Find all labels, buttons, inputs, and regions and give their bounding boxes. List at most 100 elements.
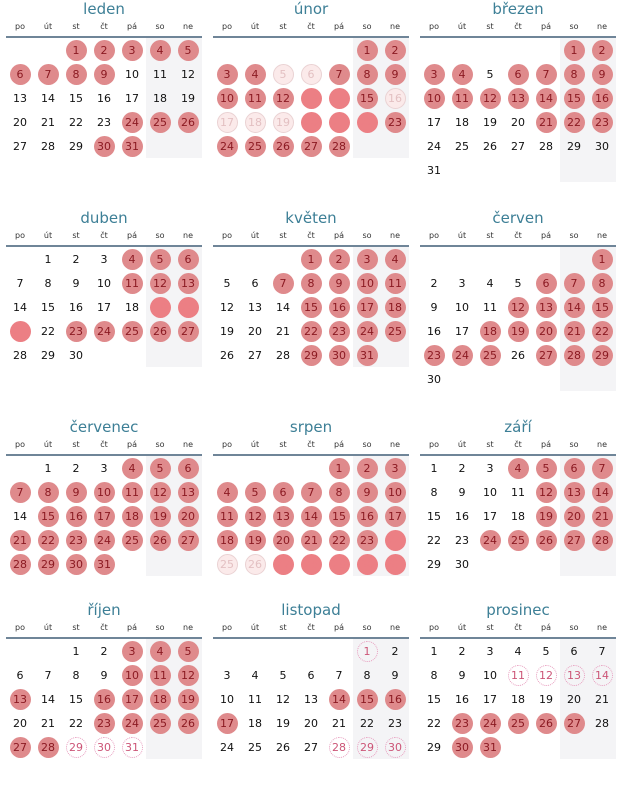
day-cell[interactable]: 20 <box>6 711 34 735</box>
day-cell[interactable]: 9 <box>90 62 118 86</box>
day-cell[interactable]: 1 <box>420 639 448 663</box>
day-cell[interactable]: 20 <box>560 504 588 528</box>
day-cell[interactable]: 16 <box>62 504 90 528</box>
day-cell[interactable]: 24 <box>420 134 448 158</box>
day-cell[interactable]: 17 <box>213 711 241 735</box>
day-cell[interactable]: 29 <box>353 735 381 759</box>
day-cell[interactable]: 23 <box>381 110 409 134</box>
day-cell[interactable]: 16 <box>448 687 476 711</box>
day-cell[interactable]: 22 <box>353 110 381 134</box>
day-cell[interactable]: 23 <box>353 528 381 552</box>
day-cell[interactable]: 3 <box>90 247 118 271</box>
day-cell[interactable]: 8 <box>420 663 448 687</box>
day-cell[interactable]: 16 <box>448 504 476 528</box>
day-cell[interactable]: 27 <box>560 711 588 735</box>
day-cell[interactable]: 12 <box>146 480 174 504</box>
day-cell[interactable]: 15 <box>34 295 62 319</box>
day-cell[interactable]: 16 <box>325 295 353 319</box>
day-cell[interactable]: 25 <box>118 528 146 552</box>
day-cell[interactable]: 11 <box>213 504 241 528</box>
day-cell[interactable]: 11 <box>448 86 476 110</box>
day-cell[interactable]: 25 <box>213 552 241 576</box>
day-cell[interactable]: 14 <box>325 687 353 711</box>
day-cell[interactable]: 16 <box>420 319 448 343</box>
day-cell[interactable]: 29 <box>420 735 448 759</box>
day-cell[interactable]: 23 <box>62 319 90 343</box>
day-cell[interactable]: 11 <box>118 271 146 295</box>
day-cell[interactable]: 6 <box>297 663 325 687</box>
day-cell[interactable]: 19 <box>213 319 241 343</box>
day-cell[interactable]: 29 <box>297 343 325 367</box>
day-cell[interactable]: 7 <box>297 480 325 504</box>
day-cell[interactable]: 28 <box>588 711 616 735</box>
day-cell[interactable]: 14 <box>34 687 62 711</box>
day-cell[interactable]: 26 <box>213 343 241 367</box>
day-cell[interactable]: 2 <box>325 247 353 271</box>
day-cell[interactable]: 11 <box>241 86 269 110</box>
day-cell[interactable]: 4 <box>504 456 532 480</box>
day-cell[interactable]: 28 <box>588 528 616 552</box>
day-cell[interactable]: 21 <box>560 319 588 343</box>
day-cell[interactable]: 1 <box>325 456 353 480</box>
day-cell[interactable]: 22 <box>588 319 616 343</box>
day-cell[interactable]: 19 <box>146 295 174 319</box>
day-cell[interactable]: 29 <box>420 552 448 576</box>
day-cell[interactable]: 25 <box>448 134 476 158</box>
day-cell[interactable]: 18 <box>448 110 476 134</box>
day-cell[interactable]: 17 <box>353 295 381 319</box>
day-cell[interactable]: 2 <box>381 38 409 62</box>
day-cell[interactable]: 27 <box>297 134 325 158</box>
day-cell[interactable]: 3 <box>213 62 241 86</box>
day-cell[interactable]: 3 <box>476 456 504 480</box>
day-cell[interactable]: 19 <box>476 110 504 134</box>
day-cell[interactable]: 1 <box>420 456 448 480</box>
day-cell[interactable]: 6 <box>560 639 588 663</box>
day-cell[interactable]: 15 <box>325 504 353 528</box>
day-cell[interactable]: 18 <box>504 687 532 711</box>
day-cell[interactable]: 30 <box>90 735 118 759</box>
day-cell[interactable]: 4 <box>241 663 269 687</box>
day-cell[interactable]: 12 <box>532 480 560 504</box>
day-cell[interactable]: 23 <box>325 319 353 343</box>
day-cell[interactable]: 9 <box>448 663 476 687</box>
day-cell[interactable]: 8 <box>353 62 381 86</box>
day-cell[interactable]: 28 <box>325 735 353 759</box>
day-cell[interactable]: 2 <box>62 247 90 271</box>
day-cell[interactable]: 9 <box>62 480 90 504</box>
day-cell[interactable]: 6 <box>6 62 34 86</box>
day-cell[interactable]: 31 <box>118 735 146 759</box>
day-cell[interactable]: 25 <box>504 711 532 735</box>
day-cell[interactable]: 5 <box>269 62 297 86</box>
day-cell[interactable]: 5 <box>146 247 174 271</box>
day-cell[interactable]: 28 <box>34 134 62 158</box>
day-cell[interactable]: 21 <box>34 110 62 134</box>
day-cell[interactable]: 14 <box>588 480 616 504</box>
day-cell[interactable]: 8 <box>325 480 353 504</box>
day-cell[interactable]: 6 <box>532 271 560 295</box>
day-cell[interactable]: 11 <box>504 663 532 687</box>
day-cell[interactable]: 3 <box>353 247 381 271</box>
day-cell[interactable]: 23 <box>448 711 476 735</box>
day-cell[interactable]: 10 <box>90 271 118 295</box>
day-cell[interactable]: 13 <box>241 295 269 319</box>
day-cell[interactable]: 24 <box>90 319 118 343</box>
day-cell[interactable]: 19 <box>269 110 297 134</box>
day-cell[interactable]: 1 <box>34 456 62 480</box>
day-cell[interactable]: 22 <box>62 110 90 134</box>
day-cell[interactable]: 2 <box>448 639 476 663</box>
day-cell[interactable]: 15 <box>420 687 448 711</box>
day-cell[interactable]: 12 <box>269 86 297 110</box>
day-cell[interactable]: 1 <box>353 639 381 663</box>
day-cell[interactable]: 13 <box>297 86 325 110</box>
day-cell[interactable]: 26 <box>269 134 297 158</box>
day-cell[interactable]: 27 <box>504 134 532 158</box>
day-cell[interactable]: 5 <box>532 639 560 663</box>
day-cell[interactable]: 21 <box>6 319 34 343</box>
day-cell[interactable]: 3 <box>90 456 118 480</box>
day-cell[interactable]: 17 <box>90 504 118 528</box>
day-cell[interactable]: 16 <box>381 687 409 711</box>
day-cell[interactable]: 21 <box>588 687 616 711</box>
day-cell[interactable]: 29 <box>34 552 62 576</box>
day-cell[interactable]: 8 <box>62 663 90 687</box>
day-cell[interactable]: 28 <box>269 343 297 367</box>
